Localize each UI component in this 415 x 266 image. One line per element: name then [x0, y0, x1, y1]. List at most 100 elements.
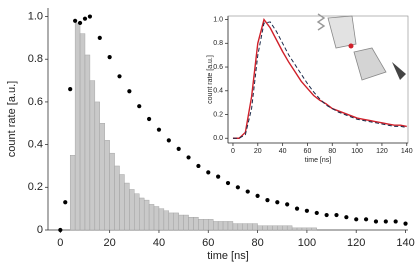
histogram-bar: [109, 152, 115, 231]
histogram-bar: [232, 223, 239, 231]
x-tick-label: 80: [251, 237, 263, 249]
histogram-bar: [217, 221, 224, 231]
histogram-bar: [139, 197, 145, 231]
y-tick-label: 0.6: [28, 96, 43, 108]
y-tick-label: 0: [37, 224, 43, 236]
lens-upper: [327, 15, 357, 49]
x-tick-label: 0: [231, 148, 235, 155]
y-tick-label: 0.6: [213, 64, 223, 71]
y-tick-label: 0.8: [28, 53, 43, 65]
histogram-bar: [114, 165, 120, 231]
histogram-bar: [94, 101, 100, 231]
histogram-bar: [193, 216, 199, 231]
x-tick-label: 60: [202, 237, 214, 249]
histogram-bar: [311, 227, 317, 231]
histogram-bar: [213, 221, 219, 231]
data-point: [137, 104, 142, 109]
x-tick-label: 100: [298, 237, 316, 249]
histogram-bar: [267, 225, 273, 231]
data-point: [373, 219, 379, 224]
histogram-bar: [99, 123, 105, 231]
data-point: [275, 200, 280, 205]
data-point: [383, 219, 388, 224]
histogram-bar: [286, 225, 293, 231]
histogram-bar: [203, 219, 209, 231]
histogram-bar: [272, 225, 278, 231]
x-tick-label: 80: [328, 148, 336, 155]
data-point: [403, 221, 408, 226]
data-point: [68, 87, 73, 92]
x-axis-label: time [ns]: [207, 250, 249, 262]
histogram-bar: [208, 219, 214, 231]
x-tick-label: 20: [104, 237, 116, 249]
histogram-bar: [148, 204, 155, 231]
histogram-bar: [222, 221, 229, 231]
histogram-bar: [143, 199, 150, 231]
histogram-bar: [301, 227, 308, 231]
histogram-bar: [291, 227, 298, 231]
y-tick-label: 0.2: [28, 181, 43, 193]
data-point: [176, 146, 181, 151]
histogram-bar: [69, 155, 76, 231]
histogram-bar: [306, 227, 313, 231]
inset-frame: [227, 15, 409, 144]
light-wave: [316, 13, 326, 31]
histogram-bar: [237, 223, 243, 231]
data-point: [186, 155, 191, 160]
histogram-bar: [198, 219, 204, 231]
histogram-bar: [129, 189, 135, 231]
data-point: [255, 193, 260, 198]
x-tick-label: 0: [57, 237, 63, 249]
series-line: [232, 17, 407, 139]
histogram-bar: [89, 80, 96, 231]
y-tick-label: 1.0: [28, 10, 43, 22]
data-point: [97, 35, 102, 40]
x-tick-label: 100: [351, 148, 363, 155]
y-tick-label: 0.4: [213, 88, 223, 95]
data-point: [314, 210, 319, 216]
histogram-bar: [282, 225, 288, 231]
y-tick-label: 1.0: [213, 16, 223, 23]
x-tick-label: 60: [304, 148, 312, 155]
y-tick-label: 0.0: [213, 135, 223, 142]
x-axis-label: time [ns]: [305, 157, 332, 164]
histogram-bar: [188, 216, 194, 231]
data-point: [304, 208, 310, 213]
x-tick-label: 40: [153, 237, 165, 249]
x-tick-label: 120: [347, 237, 365, 249]
data-point: [334, 212, 339, 218]
histogram-bar: [163, 210, 170, 231]
data-point: [58, 227, 63, 233]
data-point: [245, 189, 250, 194]
x-tick-label: 40: [279, 148, 287, 155]
data-point: [363, 217, 369, 222]
histogram-bar: [79, 33, 86, 231]
x-tick-label: 20: [254, 148, 262, 155]
series-line: [232, 21, 407, 139]
histogram-bar: [74, 22, 81, 231]
data-point: [265, 198, 270, 203]
data-point: [225, 180, 231, 186]
x-tick-label: 120: [376, 148, 388, 155]
data-point: [73, 18, 78, 23]
data-point: [117, 74, 122, 79]
data-point: [235, 185, 240, 190]
histogram-bar: [153, 206, 160, 231]
histogram-bar: [227, 221, 234, 231]
histogram-bar: [84, 54, 91, 231]
histogram-bar: [183, 214, 189, 231]
data-point: [285, 202, 290, 207]
data-point: [82, 16, 88, 21]
histogram-bar: [247, 223, 253, 231]
data-point: [324, 212, 329, 218]
main-chart: 0 20 40 60 80 100 120 140 0 0.2 0.4 0.6 0.8 1.0 time […: [6, 8, 415, 262]
sample-dot: [348, 43, 354, 49]
histogram-bar: [252, 223, 258, 231]
histogram-bar: [158, 208, 165, 231]
histogram-bar: [173, 212, 179, 231]
data-point: [166, 138, 171, 143]
y-axis-label: count rate [a.u.]: [207, 55, 214, 104]
histogram-bar: [242, 223, 248, 231]
